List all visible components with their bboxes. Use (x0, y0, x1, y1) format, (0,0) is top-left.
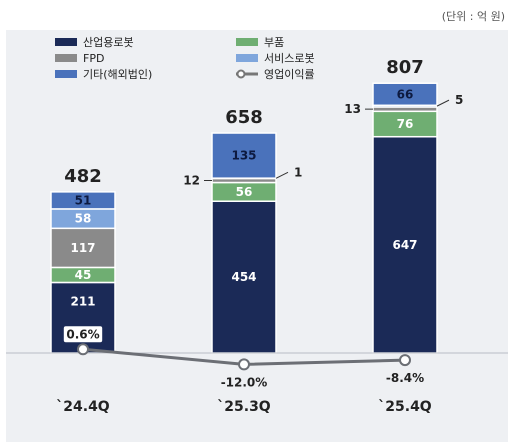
bar-value-0-2: 117 (70, 241, 95, 255)
unit-note: (단위 : 억 원) (442, 10, 505, 23)
legend-label-1: 부품 (264, 36, 284, 49)
category-label-1: `25.3Q (217, 399, 271, 415)
bar-value-2-3: 5 (455, 93, 463, 107)
category-label-2: `25.4Q (378, 399, 432, 415)
bar-value-0-3: 58 (75, 212, 92, 226)
margin-point-1 (239, 359, 249, 369)
bar-value-0-1: 45 (75, 268, 92, 282)
legend-swatch-3 (236, 54, 258, 62)
legend-label-3: 서비스로봇 (264, 52, 315, 65)
category-label-0: `24.4Q (56, 399, 110, 415)
margin-label-0: 0.6% (66, 327, 99, 341)
bar-value-2-1: 76 (397, 117, 414, 131)
legend-label-0: 산업용로봇 (83, 36, 134, 49)
legend-swatch-0 (55, 38, 77, 46)
bar-value-0-0: 211 (70, 294, 95, 308)
bar-total-0: 482 (64, 166, 102, 187)
bar-value-1-3: 1 (294, 165, 302, 179)
bar-value-0-4: 51 (75, 193, 92, 207)
bar-value-1-4: 135 (231, 149, 256, 163)
legend-label-line: 영업이익률 (264, 68, 315, 81)
bar-value-1-0: 454 (231, 270, 256, 284)
bar-value-2-0: 647 (392, 238, 417, 252)
bar-value-1-2: 12 (183, 174, 200, 188)
margin-point-0 (78, 344, 88, 354)
legend-swatch-2 (55, 54, 77, 62)
bar-value-2-4: 66 (397, 87, 414, 101)
margin-point-2 (400, 355, 410, 365)
legend-label-2: FPD (83, 52, 104, 65)
legend-label-4: 기타(해외법인) (83, 67, 152, 81)
bar-total-2: 807 (386, 57, 424, 78)
legend-swatch-4 (55, 70, 77, 78)
legend-line-marker (238, 71, 245, 78)
margin-label-1: -12.0% (221, 375, 268, 389)
bar-value-1-1: 56 (236, 185, 253, 199)
bar-total-1: 658 (225, 107, 263, 128)
legend-swatch-1 (236, 38, 258, 46)
bar-value-2-2: 13 (344, 102, 361, 116)
bar-segment-0-0 (51, 282, 115, 353)
margin-label-2: -8.4% (386, 371, 424, 385)
